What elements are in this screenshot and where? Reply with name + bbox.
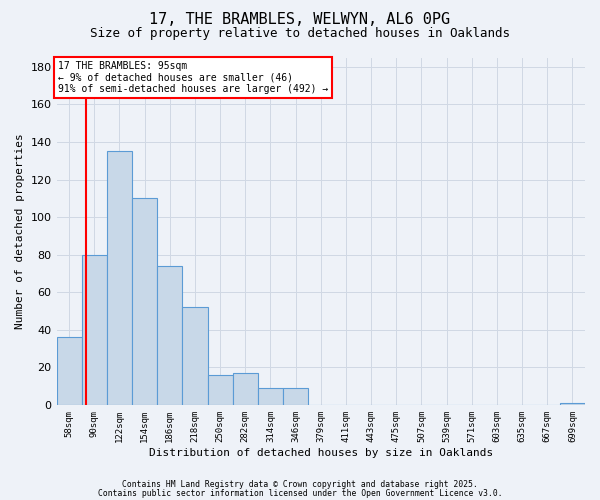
Bar — [560, 403, 585, 405]
Text: Size of property relative to detached houses in Oaklands: Size of property relative to detached ho… — [90, 28, 510, 40]
Bar — [233, 373, 258, 405]
Bar — [82, 254, 107, 405]
Bar — [283, 388, 308, 405]
Bar — [182, 307, 208, 405]
Bar — [258, 388, 283, 405]
Bar — [157, 266, 182, 405]
Text: Contains HM Land Registry data © Crown copyright and database right 2025.: Contains HM Land Registry data © Crown c… — [122, 480, 478, 489]
Y-axis label: Number of detached properties: Number of detached properties — [15, 134, 25, 329]
Bar — [56, 337, 82, 405]
Text: 17, THE BRAMBLES, WELWYN, AL6 0PG: 17, THE BRAMBLES, WELWYN, AL6 0PG — [149, 12, 451, 28]
Bar — [107, 152, 132, 405]
Text: Contains public sector information licensed under the Open Government Licence v3: Contains public sector information licen… — [98, 488, 502, 498]
Bar — [208, 375, 233, 405]
Bar — [132, 198, 157, 405]
X-axis label: Distribution of detached houses by size in Oaklands: Distribution of detached houses by size … — [149, 448, 493, 458]
Text: 17 THE BRAMBLES: 95sqm
← 9% of detached houses are smaller (46)
91% of semi-deta: 17 THE BRAMBLES: 95sqm ← 9% of detached … — [58, 62, 328, 94]
